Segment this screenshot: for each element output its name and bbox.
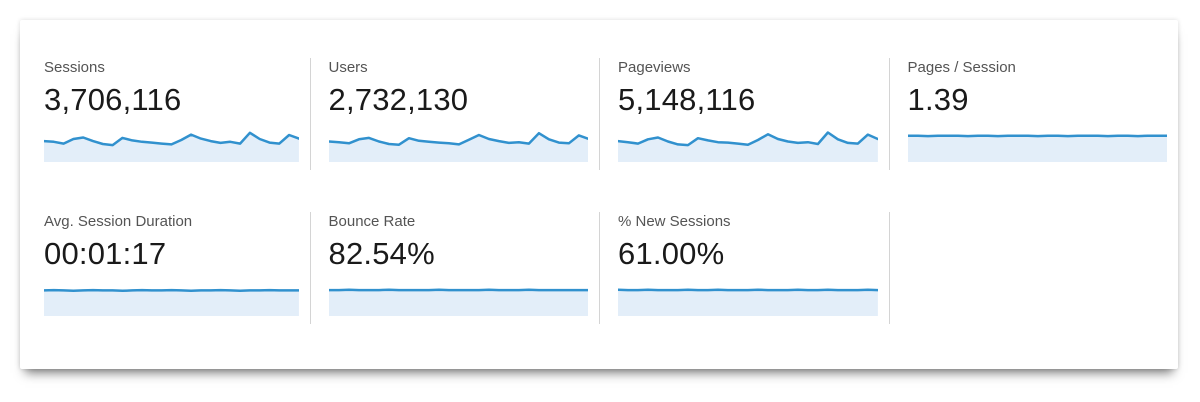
metric-card-bounce-rate[interactable]: Bounce Rate 82.54% xyxy=(309,212,600,324)
pages-per-session-sparkline-chart xyxy=(907,126,1168,162)
metric-value: 61.00% xyxy=(618,236,725,271)
metric-card-percent-new-sessions[interactable]: % New Sessions 61.00% xyxy=(599,212,889,324)
empty-grid-cell xyxy=(888,212,1179,324)
pageviews-sparkline-chart xyxy=(618,126,878,162)
metric-value: 2,732,130 xyxy=(328,82,469,117)
sessions-sparkline-chart xyxy=(44,126,299,162)
bounce-rate-sparkline-chart xyxy=(328,280,589,316)
metric-label: Users xyxy=(328,59,368,76)
metric-card-sessions[interactable]: Sessions 3,706,116 xyxy=(20,58,310,170)
metric-card-pageviews[interactable]: Pageviews 5,148,116 xyxy=(599,58,889,170)
metric-label: % New Sessions xyxy=(618,213,731,230)
metric-label: Bounce Rate xyxy=(328,213,416,230)
metric-value: 82.54% xyxy=(328,236,435,271)
metric-card-pages-per-session[interactable]: Pages / Session 1.39 xyxy=(888,58,1179,170)
metric-value: 00:01:17 xyxy=(44,236,167,271)
metric-card-avg-session-duration[interactable]: Avg. Session Duration 00:01:17 xyxy=(20,212,310,324)
percent-new-sessions-sparkline-chart xyxy=(618,280,878,316)
metric-label: Pageviews xyxy=(618,59,691,76)
metric-value: 1.39 xyxy=(907,82,969,117)
metric-card-users[interactable]: Users 2,732,130 xyxy=(309,58,600,170)
metric-label: Sessions xyxy=(44,59,105,76)
metric-label: Pages / Session xyxy=(907,59,1016,76)
metric-label: Avg. Session Duration xyxy=(44,213,193,230)
avg-session-duration-sparkline-chart xyxy=(44,280,299,316)
metric-value: 5,148,116 xyxy=(618,82,756,117)
analytics-summary-card: Sessions 3,706,116 Users 2,732,130 Pagev… xyxy=(20,20,1178,369)
metric-value: 3,706,116 xyxy=(44,82,182,117)
metrics-grid: Sessions 3,706,116 Users 2,732,130 Pagev… xyxy=(20,58,1178,324)
users-sparkline-chart xyxy=(328,126,589,162)
